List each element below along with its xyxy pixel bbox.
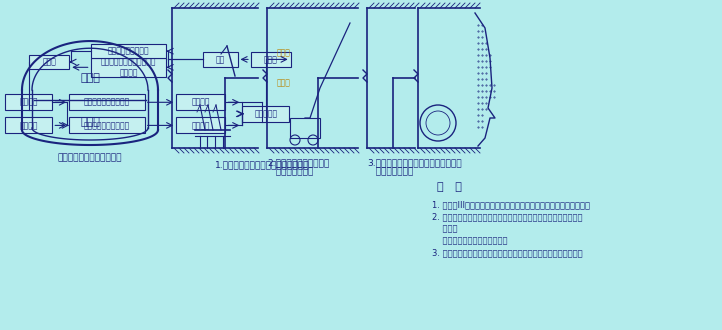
Text: 2.上、下部同时起爆，通: 2.上、下部同时起爆，通 <box>267 158 329 168</box>
Text: 测量放线: 测量放线 <box>19 98 38 107</box>
Text: 1.上部采用人工打眼，下部采人工打眼.: 1.上部采用人工打眼，下部采人工打眼. <box>215 160 313 170</box>
Text: 出碴: 出碴 <box>216 55 225 64</box>
Text: 3.挖掘机、装载机配合自卸汽车出碴，: 3.挖掘机、装载机配合自卸汽车出碴， <box>367 158 461 168</box>
Text: 破、强: 破、强 <box>432 224 458 233</box>
Bar <box>90 58 166 77</box>
Text: 初喷砼: 初喷砼 <box>264 55 278 64</box>
Text: 起爆、通风: 起爆、通风 <box>254 109 277 118</box>
Text: 下部打掘进眼、锚杆眼: 下部打掘进眼、锚杆眼 <box>84 98 130 107</box>
Text: 施工准备: 施工准备 <box>19 121 38 130</box>
Bar <box>290 118 320 138</box>
Bar <box>69 94 144 110</box>
Text: 台阶法开挖支护断面示意图: 台阶法开挖支护断面示意图 <box>58 153 122 162</box>
Text: 支护，勤量测进行安全施工；: 支护，勤量测进行安全施工； <box>432 236 508 245</box>
Text: 下部装药: 下部装药 <box>191 98 210 107</box>
Text: 风后，初喷砼：: 风后，初喷砼： <box>267 168 313 177</box>
Text: 下台阶: 下台阶 <box>80 117 100 127</box>
Text: 上台阶: 上台阶 <box>80 73 100 83</box>
Text: 进入下一循环．: 进入下一循环． <box>367 168 413 177</box>
Bar <box>251 52 290 67</box>
Text: 下部喷砼、安装锚杆: 下部喷砼、安装锚杆 <box>108 47 149 56</box>
Text: 3. 当围岩监控量测变形值增大时，须立即封闭仰拱，以保证安全；: 3. 当围岩监控量测变形值增大时，须立即封闭仰拱，以保证安全； <box>432 248 583 257</box>
Text: 湿喷机: 湿喷机 <box>277 79 291 87</box>
Text: 机械手: 机械手 <box>277 49 291 57</box>
Bar <box>29 55 69 69</box>
Bar <box>242 106 289 122</box>
Text: 上部喷砼、安装锚杆、局部
挂钢筋网: 上部喷砼、安装锚杆、局部 挂钢筋网 <box>101 58 156 77</box>
Bar <box>176 117 225 133</box>
Text: 上部打掘进眼、锚杆眼: 上部打掘进眼、锚杆眼 <box>84 121 130 130</box>
Bar <box>203 52 238 67</box>
Text: 说   明: 说 明 <box>437 182 462 192</box>
Text: 复喷砼: 复喷砼 <box>42 57 56 67</box>
Text: 1. 本图为III级围岩台阶法开挖施工方法示意图，图中断面仅为示意；: 1. 本图为III级围岩台阶法开挖施工方法示意图，图中断面仅为示意； <box>432 200 590 209</box>
Bar <box>176 94 225 110</box>
Bar <box>5 117 52 133</box>
Bar <box>69 117 144 133</box>
Text: 2. 台阶长度根据围岩的变化适当调整台阶长度，采取短进尺、弱爆: 2. 台阶长度根据围岩的变化适当调整台阶长度，采取短进尺、弱爆 <box>432 212 583 221</box>
Bar <box>90 44 166 58</box>
Bar <box>5 94 52 110</box>
Text: 上部装药: 上部装药 <box>191 121 210 130</box>
